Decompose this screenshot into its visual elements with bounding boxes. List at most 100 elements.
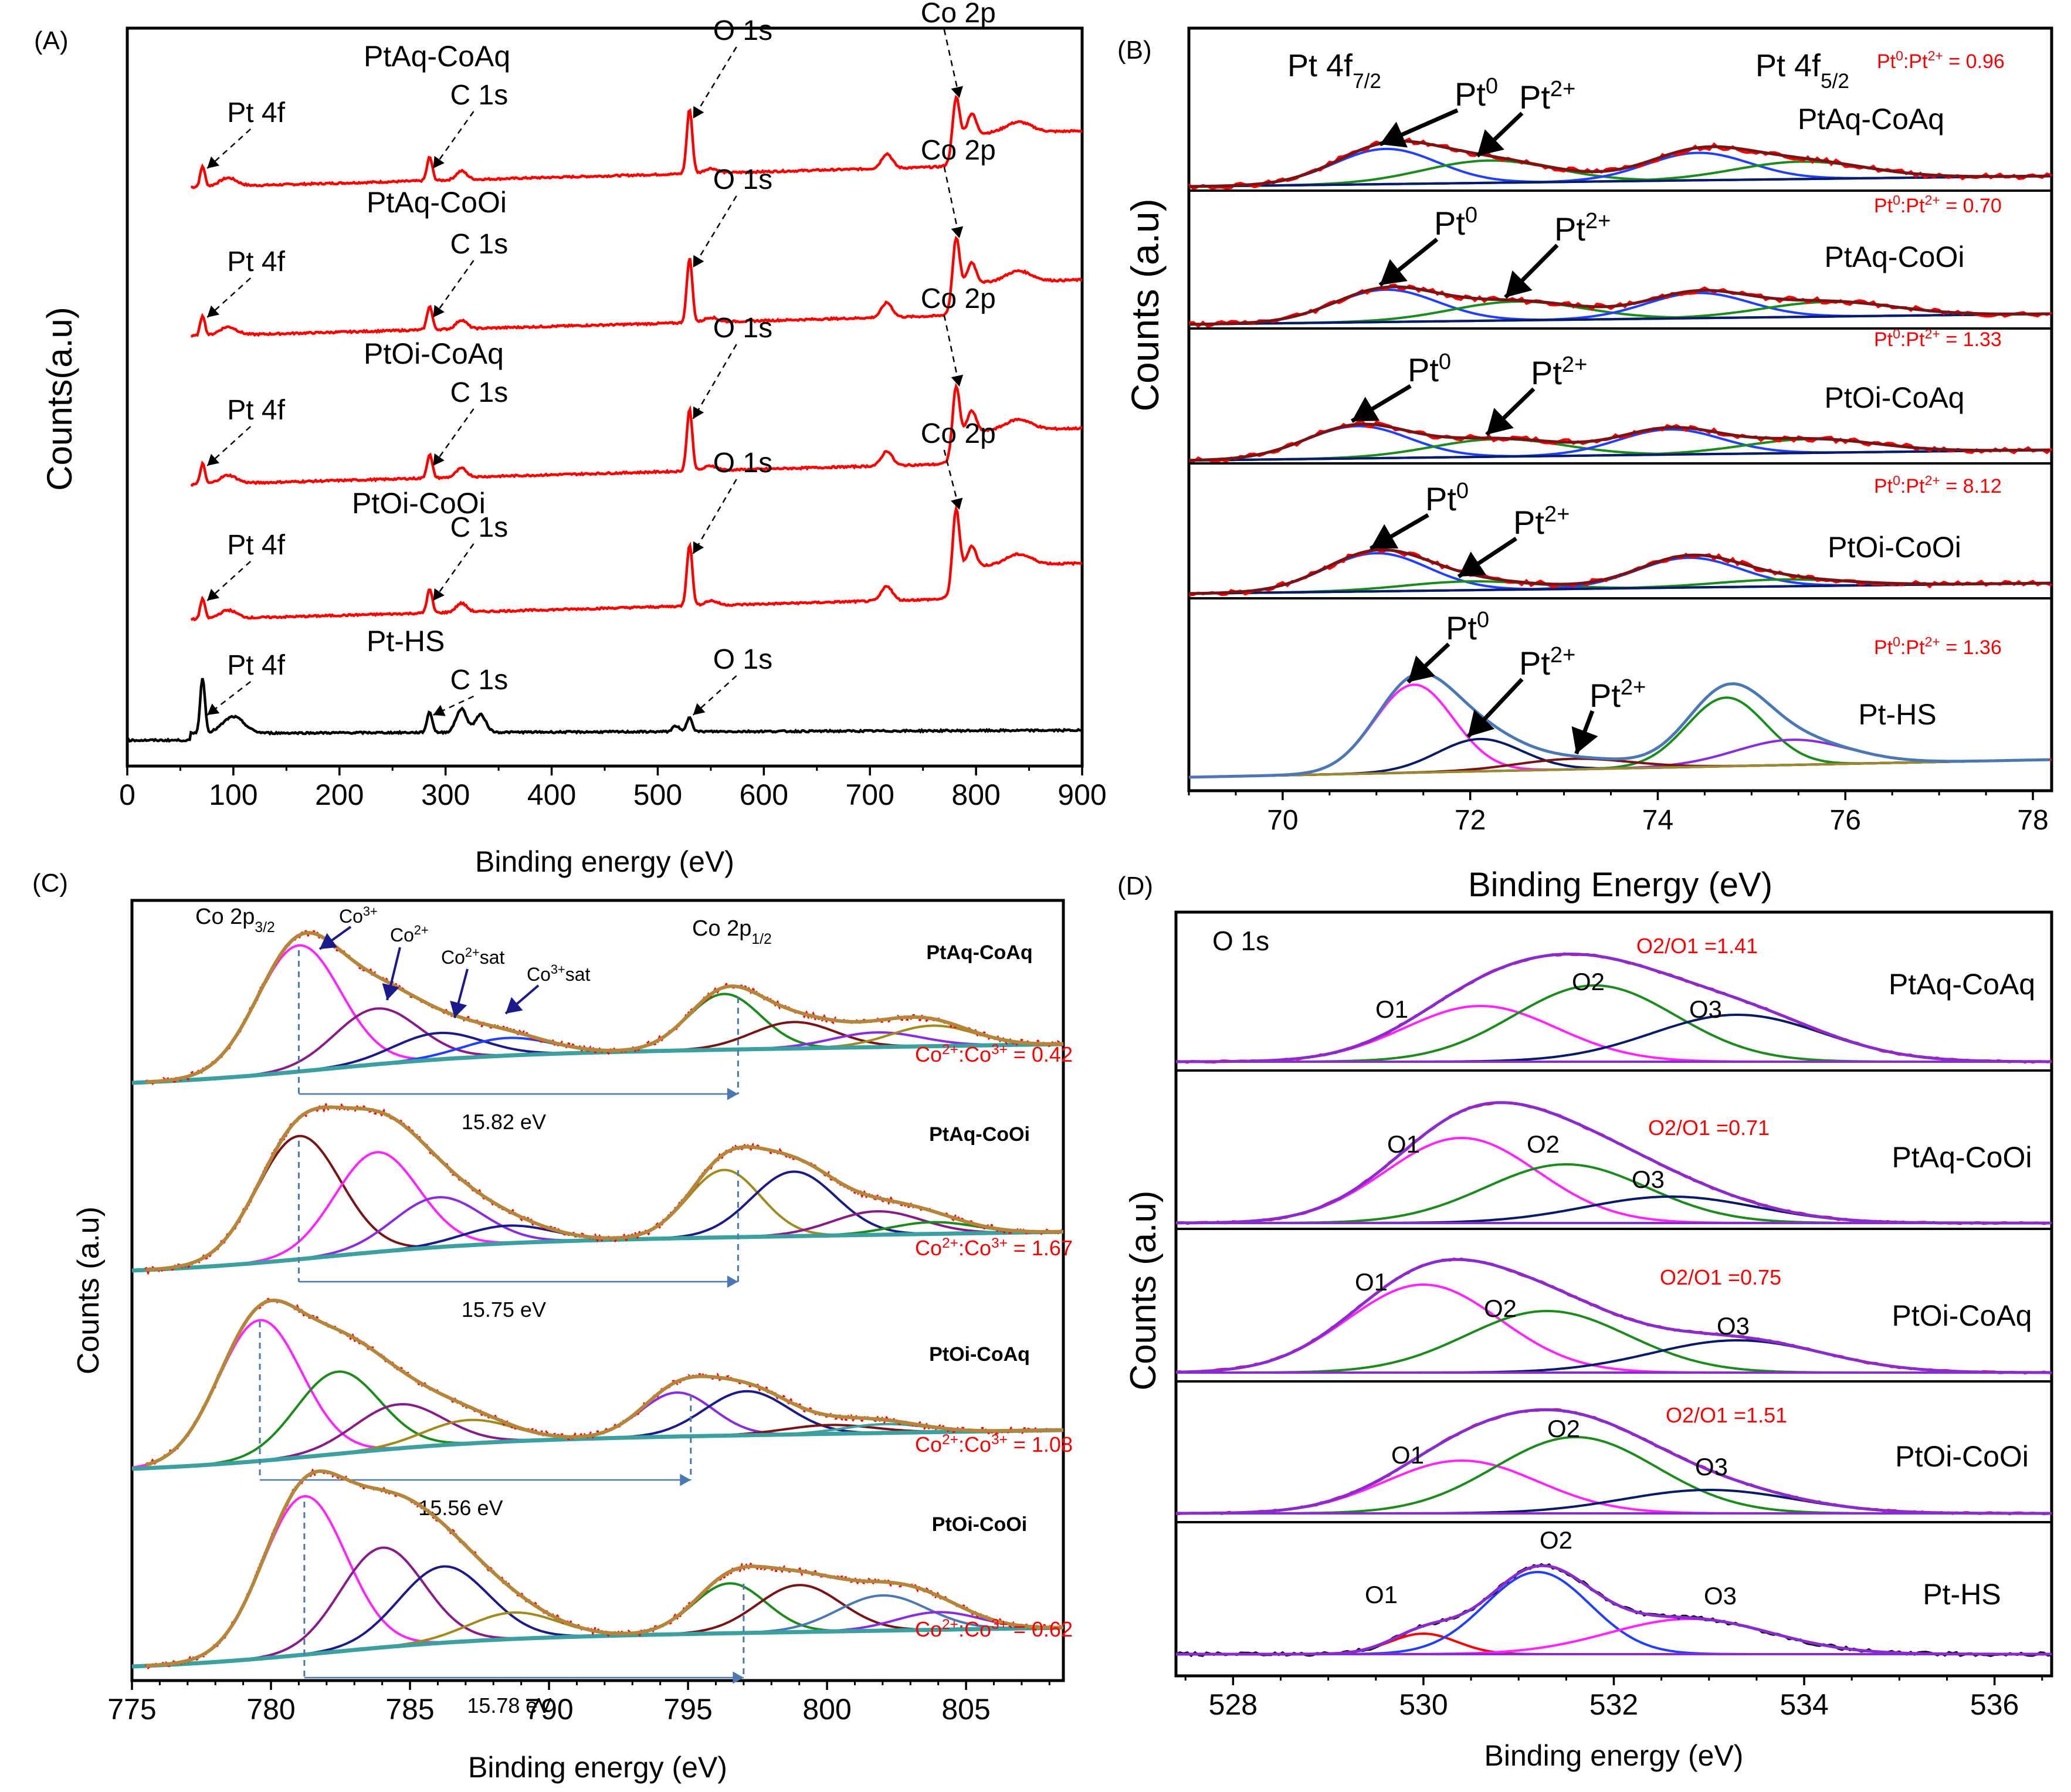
panel-b-pt2-label: Pt2+ <box>1589 675 1646 714</box>
panel-a-series-label: PtAq-CoOi <box>367 186 507 219</box>
panel-b-series-label: PtAq-CoOi <box>1825 240 1965 273</box>
panel-a-peak-arrow <box>692 195 737 268</box>
panel-a-x-tick-label: 600 <box>740 778 788 811</box>
panel-b-series-label: PtAq-CoAq <box>1798 103 1944 135</box>
panel-b-pt0-arrow <box>1378 238 1439 287</box>
panel-b-pt0-label: Pt0 <box>1455 74 1498 113</box>
panel-d-ratio-label: O2/O1 =0.75 <box>1660 1265 1781 1289</box>
panel-d-component-label: O3 <box>1689 995 1722 1023</box>
panel-d-component-label: O2 <box>1540 1526 1572 1554</box>
panel-d-envelope <box>1176 953 2050 1063</box>
panel-c-envelope <box>145 1469 1063 1668</box>
panel-a-peak-label: Co 2p <box>921 283 996 314</box>
panel-a-peak-arrow <box>692 46 737 119</box>
panel-b-baseline <box>1188 449 2052 462</box>
panel-a-peak-label: C 1s <box>450 512 509 543</box>
panel-c-split-arrow <box>304 1671 744 1684</box>
panel-b-ratio-label: Pt0:Pt2+ = 1.36 <box>1874 634 2002 659</box>
panel-d-component-label: O1 <box>1355 1268 1388 1296</box>
panel-a-spectrum-PtOi-CoOi <box>191 504 1083 622</box>
panel-b-pt2-arrow <box>1504 243 1559 299</box>
panel-d-component-label: O3 <box>1695 1453 1728 1481</box>
panel-d-xlabel: Binding energy (eV) <box>1484 1739 1744 1772</box>
panel-a-spectrum-Pt-HS <box>126 677 1083 743</box>
panel-b-x-tick-label: 78 <box>2017 805 2048 836</box>
panel-b-component <box>1188 438 2050 462</box>
panel-a-peak-arrow <box>432 408 474 466</box>
panel-a-x-tick-label: 500 <box>633 778 682 811</box>
panel-a-x-tick-label: 0 <box>119 778 135 811</box>
panel-a-peak-arrow <box>692 675 737 716</box>
panel-c-component <box>131 1390 1064 1470</box>
panel-b-envelope <box>1188 548 2050 595</box>
panel-b-ratio-label: Pt0:Pt2+ = 8.12 <box>1874 473 2002 497</box>
panel-a-letter: (A) <box>34 26 69 55</box>
panel-b-pt2-arrow <box>1571 710 1598 755</box>
panel-d-axes <box>1174 910 2053 1678</box>
panel-a-peak-arrow <box>692 479 737 554</box>
panel-b-pt2-arrow <box>1476 111 1524 158</box>
panel-c-label-co3: Co3+ <box>339 904 378 927</box>
panel-c-splitting-label: 15.75 eV <box>462 1298 546 1322</box>
panel-a-peak-label: Co 2p <box>921 0 996 29</box>
panel-c-envelope <box>145 1298 1063 1467</box>
panel-c-split-arrow <box>299 1088 738 1100</box>
panel-c-component <box>131 1565 1064 1668</box>
panel-a-x-tick-label: 400 <box>527 778 576 811</box>
panel-b-series-label: Pt-HS <box>1858 698 1936 731</box>
panel-c-label-arrow <box>504 984 540 1015</box>
panel-d-component <box>1176 1489 2050 1515</box>
panel-b-ratio-label: Pt0:Pt2+ = 0.70 <box>1874 192 2002 217</box>
panel-a-peak-label: O 1s <box>713 313 772 344</box>
panel-b-ratio-label: Pt0:Pt2+ = 1.33 <box>1874 326 2002 351</box>
panel-c-splitting-label: 15.78 eV <box>467 1693 551 1718</box>
panel-b-pt0-label: Pt0 <box>1425 479 1469 517</box>
panel-a-x-tick-label: 700 <box>846 778 894 811</box>
panel-c-label-co2p32: Co 2p3/2 <box>195 905 275 936</box>
panel-d-series-label: PtOi-CoOi <box>1895 1440 2029 1473</box>
panel-b-pt0-arrow <box>1379 108 1459 148</box>
panel-c-ratio-label: Co2+:Co3+ = 0.62 <box>915 1617 1073 1642</box>
panel-a-peak-arrow <box>943 166 964 239</box>
panel-c-split-arrow <box>299 1275 738 1288</box>
panel-a-peak-arrow <box>943 449 963 510</box>
panel-c-ratio-label: Co2+:Co3+ = 1.08 <box>915 1432 1073 1457</box>
panel-d-component-label: O1 <box>1375 995 1408 1023</box>
panel-b-pt2-label: Pt2+ <box>1531 353 1587 391</box>
panel-d-component <box>1176 1014 2050 1063</box>
panel-d-ratio-label: O2/O1 =1.51 <box>1666 1403 1787 1427</box>
panel-d-component-label: O3 <box>1704 1582 1737 1610</box>
panel-a-x-tick-label: 100 <box>209 778 257 811</box>
panel-b-series-label: PtOi-CoOi <box>1828 531 1961 564</box>
panel-c-series-label: PtAq-CoOi <box>929 1123 1030 1146</box>
panel-c-ylabel: Counts (a.u) <box>72 1207 106 1374</box>
panel-c-ratio-label: Co2+:Co3+ = 0.42 <box>915 1042 1073 1067</box>
panel-a-peak-arrow <box>432 260 474 318</box>
panel-d-envelope <box>1175 1258 2050 1374</box>
panel-d-ylabel: Counts (a.u) <box>1123 1190 1164 1390</box>
panel-c-splitting-label: 15.56 eV <box>418 1496 503 1520</box>
panel-a-ylabel: Counts(a.u) <box>40 307 79 490</box>
panel-b-pt2-arrow <box>1466 677 1524 739</box>
panel-d-series-label: Pt-HS <box>1923 1578 2001 1611</box>
panel-a-peak-label: O 1s <box>713 448 772 479</box>
panel-c-axes <box>130 899 1065 1682</box>
panel-d-series-label: PtOi-CoAq <box>1892 1299 2032 1332</box>
panel-b-xlabel: Binding Energy (eV) <box>1468 866 1772 904</box>
panel-a-x-tick-label: 800 <box>951 778 1000 811</box>
panel-c-x-tick-label: 775 <box>107 1693 156 1726</box>
panel-b-envelope <box>1188 672 2050 779</box>
panel-a-peak-label: O 1s <box>713 15 772 46</box>
panel-a-peak-arrow <box>206 561 252 601</box>
panel-c-x-tick-label: 795 <box>663 1693 712 1726</box>
panel-a-peak-label: Co 2p <box>921 135 996 166</box>
panel-a-peak-label: C 1s <box>450 665 509 696</box>
panel-d-component <box>1176 1195 2050 1224</box>
panel-d-ratio-label: O2/O1 =0.71 <box>1648 1116 1770 1140</box>
panel-d-x-tick-label: 534 <box>1779 1688 1828 1721</box>
panel-b-baseline <box>1188 758 2052 778</box>
panel-c-xlabel: Binding energy (eV) <box>468 1751 727 1784</box>
panel-a-peak-label: C 1s <box>450 229 509 260</box>
panel-c-label-co2: Co2+ <box>390 923 429 946</box>
